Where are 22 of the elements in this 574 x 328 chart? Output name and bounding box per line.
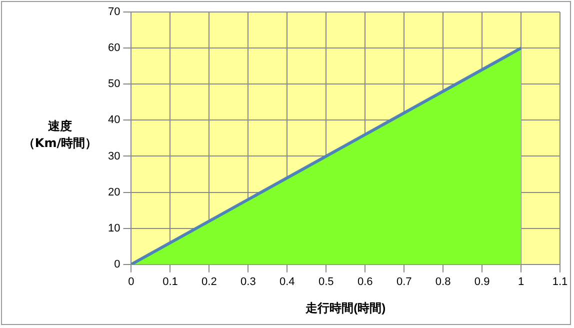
x-tick-label: 0.5 [318, 276, 334, 288]
x-tick-label: 0.8 [435, 276, 451, 288]
x-tick-label: 0.6 [357, 276, 373, 288]
x-tick-label: 0.9 [474, 276, 490, 288]
x-tick-label: 1.1 [552, 276, 568, 288]
x-tick-label: 0.1 [162, 276, 178, 288]
y-tick-label: 10 [108, 222, 120, 234]
x-tick-label: 0.3 [240, 276, 256, 288]
x-tick-label: 1 [518, 276, 524, 288]
x-tick-label: 0.2 [202, 276, 217, 288]
y-tick-label: 70 [108, 6, 120, 18]
y-tick-label: 60 [108, 42, 120, 54]
y-tick-label: 30 [108, 150, 120, 162]
x-tick-label: 0.7 [396, 276, 412, 288]
x-tick-label: 0.4 [280, 276, 295, 288]
y-tick-label: 40 [108, 114, 120, 126]
y-tick-label: 50 [108, 78, 120, 90]
y-axis-title: 速度（Km/時間） [22, 118, 98, 152]
x-axis-title: 走行時間(時間) [304, 301, 386, 316]
x-tick-label: 0 [128, 276, 134, 288]
y-tick-label: 20 [108, 186, 120, 198]
y-tick-label: 0 [114, 258, 120, 270]
